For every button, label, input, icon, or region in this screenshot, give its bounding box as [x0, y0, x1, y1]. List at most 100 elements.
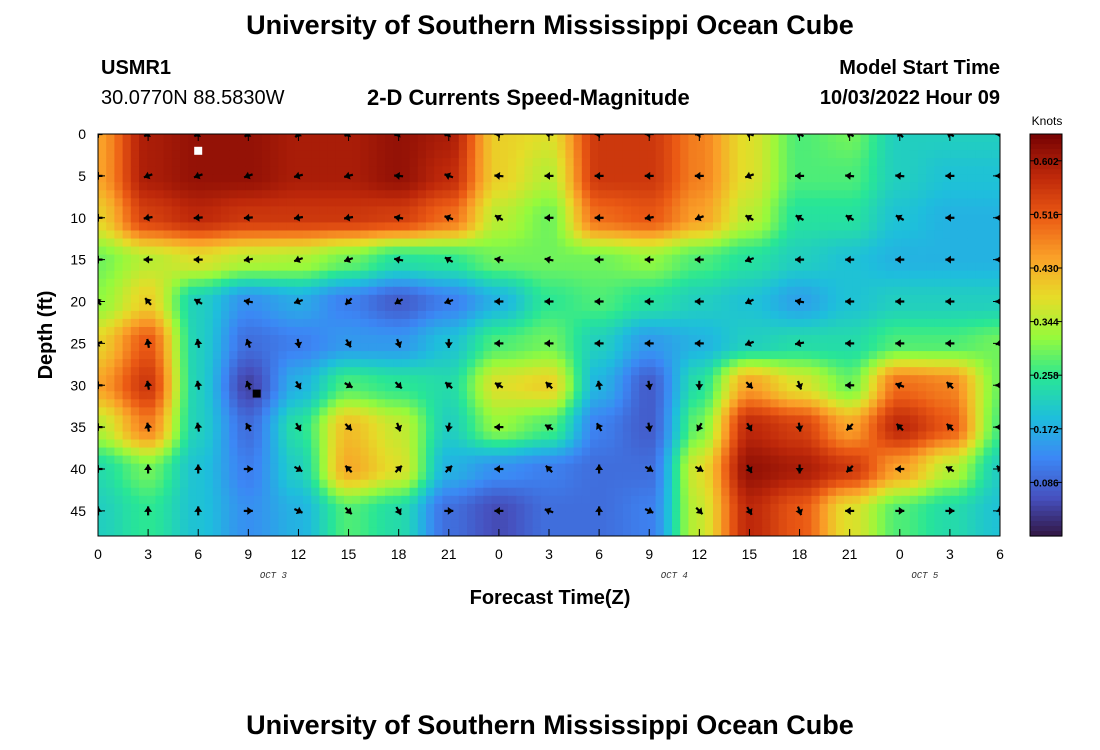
heatmap-cell: [696, 310, 706, 320]
heatmap-cell: [393, 343, 402, 352]
heatmap-cell: [614, 367, 624, 376]
heatmap-cell: [368, 487, 378, 497]
heatmap-cell: [877, 310, 886, 320]
heatmap-cell: [147, 495, 156, 505]
heatmap-cell: [581, 270, 591, 280]
heatmap-cell: [581, 182, 591, 191]
heatmap-cell: [762, 270, 771, 280]
heatmap-cell: [836, 326, 845, 336]
heatmap-cell: [852, 318, 862, 328]
heatmap-cell: [352, 294, 361, 304]
heatmap-cell: [639, 439, 648, 449]
heatmap-cell: [385, 335, 394, 344]
heatmap-cell: [458, 343, 468, 352]
heatmap-cell: [770, 214, 780, 224]
heatmap-cell: [598, 262, 607, 272]
heatmap-cell: [319, 214, 329, 224]
heatmap-cell: [360, 150, 370, 159]
heatmap-cell: [98, 174, 107, 183]
heatmap-cell: [393, 447, 402, 457]
heatmap-cell: [663, 391, 673, 400]
heatmap-cell: [393, 399, 402, 408]
heatmap-cell: [171, 439, 181, 449]
heatmap-cell: [729, 134, 739, 143]
heatmap-cell: [803, 166, 812, 175]
heatmap-cell: [655, 238, 665, 248]
heatmap-cell: [270, 423, 279, 433]
heatmap-cell: [212, 206, 222, 215]
heatmap-cell: [540, 238, 550, 248]
heatmap-cell: [655, 166, 665, 175]
heatmap-cell: [491, 174, 501, 183]
heatmap-cell: [467, 246, 476, 256]
heatmap-cell: [106, 310, 115, 320]
heatmap-cell: [508, 238, 517, 248]
heatmap-cell: [171, 206, 181, 215]
heatmap-cell: [868, 407, 878, 416]
heatmap-cell: [844, 230, 853, 240]
heatmap-cell: [327, 383, 337, 392]
heatmap-cell: [106, 495, 115, 505]
heatmap-cell: [335, 254, 345, 264]
heatmap-cell: [188, 439, 197, 449]
heatmap-cell: [327, 294, 337, 304]
heatmap-cell: [540, 318, 550, 328]
heatmap-cell: [393, 246, 402, 256]
heatmap-cell: [713, 479, 722, 489]
heatmap-cell: [376, 495, 386, 505]
heatmap-cell: [565, 471, 575, 481]
heatmap-cell: [991, 222, 1000, 232]
heatmap-cell: [130, 198, 140, 207]
heatmap-cell: [294, 230, 304, 240]
heatmap-cell: [253, 262, 263, 272]
heatmap-cell: [885, 294, 894, 304]
heatmap-cell: [893, 230, 903, 240]
heatmap-cell: [622, 335, 632, 344]
heatmap-cell: [549, 270, 558, 280]
heatmap-cell: [188, 463, 197, 473]
heatmap-cell: [221, 383, 230, 392]
heatmap-cell: [483, 383, 493, 392]
heatmap-cell: [737, 367, 747, 376]
heatmap-cell: [114, 150, 124, 159]
heatmap-cell: [499, 335, 509, 344]
heatmap-cell: [573, 198, 583, 207]
heatmap-cell: [622, 214, 632, 224]
heatmap-cell: [319, 383, 329, 392]
heatmap-cell: [171, 222, 181, 232]
heatmap-cell: [590, 415, 599, 425]
heatmap-cell: [631, 431, 640, 441]
heatmap-cell: [516, 335, 525, 344]
heatmap-cell: [655, 206, 665, 215]
heatmap-cell: [909, 190, 919, 199]
heatmap-cell: [508, 150, 517, 159]
heatmap-cell: [245, 230, 255, 240]
heatmap-cell: [508, 198, 517, 207]
heatmap-cell: [795, 455, 804, 465]
heatmap-cell: [655, 294, 665, 304]
heatmap-cell: [139, 286, 148, 296]
heatmap-cell: [967, 214, 976, 224]
heatmap-cell: [950, 286, 960, 296]
heatmap-cell: [975, 351, 985, 360]
heatmap-cell: [762, 399, 771, 408]
heatmap-cell: [959, 238, 968, 248]
heatmap-cell: [557, 335, 566, 344]
heatmap-cell: [286, 174, 296, 183]
heatmap-cell: [885, 254, 894, 264]
heatmap-cell: [606, 294, 616, 304]
heatmap-cell: [147, 214, 156, 224]
heatmap-cell: [860, 214, 870, 224]
heatmap-cell: [786, 278, 796, 288]
heatmap-cell: [106, 359, 115, 368]
heatmap-cell: [926, 415, 935, 425]
heatmap-cell: [130, 206, 140, 215]
heatmap-cell: [614, 310, 624, 320]
heatmap-cell: [335, 439, 345, 449]
heatmap-cell: [918, 423, 927, 433]
heatmap-cell: [483, 294, 493, 304]
heatmap-cell: [139, 439, 148, 449]
heatmap-cell: [188, 302, 197, 312]
heatmap-cell: [778, 431, 788, 441]
heatmap-cell: [524, 351, 534, 360]
